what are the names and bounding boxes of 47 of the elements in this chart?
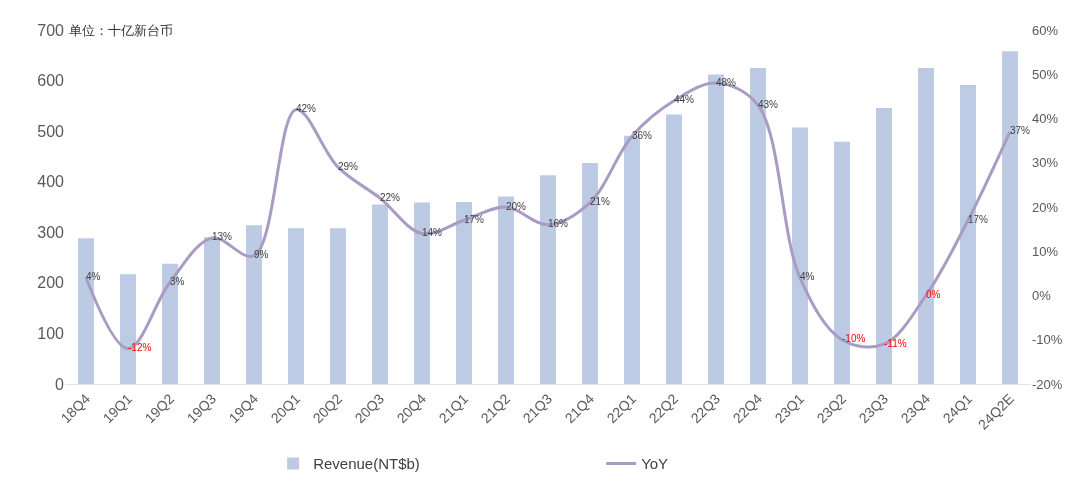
data-label: -10%: [842, 333, 866, 345]
y2-tick-label: 40%: [1032, 111, 1059, 127]
data-label: 36%: [632, 129, 653, 141]
data-label: 3%: [170, 275, 185, 287]
data-label: 29%: [338, 160, 359, 172]
data-label: 22%: [380, 191, 401, 203]
data-label: 17%: [968, 213, 989, 225]
data-label: -12%: [128, 342, 152, 354]
data-label: 43%: [758, 98, 779, 110]
y-tick-label: 300: [37, 223, 65, 241]
bar: [372, 204, 388, 384]
bar: [330, 228, 346, 384]
y2-tick-label: -10%: [1032, 332, 1063, 348]
data-label: 9%: [254, 249, 269, 261]
y-tick-label: 200: [37, 274, 65, 292]
y2-tick-label: 50%: [1032, 66, 1059, 82]
annotation: 单位：十亿新台币: [69, 23, 173, 38]
y2-tick-label: -20%: [1032, 376, 1063, 392]
legend-label: YoY: [641, 455, 669, 473]
data-label: 44%: [674, 94, 695, 106]
y2-tick-label: 0%: [1032, 288, 1052, 304]
data-label: 4%: [800, 271, 815, 283]
y-tick-label: 400: [37, 173, 65, 191]
data-label: -11%: [884, 337, 907, 349]
y-tick-label: 500: [37, 122, 65, 140]
y2-tick-label: 30%: [1032, 155, 1059, 171]
legend-label: Revenue(NT$b): [313, 455, 420, 473]
y2-tick-label: 20%: [1032, 199, 1059, 215]
data-label: 14%: [422, 227, 443, 239]
bar: [666, 114, 682, 384]
y-tick-label: 100: [37, 325, 65, 343]
data-label: 48%: [716, 76, 737, 88]
data-label: 21%: [590, 196, 611, 208]
y2-tick-label: 10%: [1032, 243, 1059, 259]
data-label: 0%: [926, 289, 941, 300]
data-label: 37%: [1010, 125, 1031, 137]
y-tick-label: 600: [37, 72, 65, 90]
bar: [288, 228, 304, 384]
y-tick-label: 700: [37, 21, 65, 39]
data-label: 17%: [464, 213, 485, 225]
data-label: 16%: [548, 218, 569, 230]
data-label: 20%: [506, 200, 527, 212]
y-tick-label: 0: [55, 375, 65, 393]
data-label: 13%: [212, 231, 233, 243]
data-label: 42%: [296, 103, 317, 115]
y2-tick-label: 60%: [1032, 22, 1059, 38]
data-label: 4%: [86, 271, 101, 283]
